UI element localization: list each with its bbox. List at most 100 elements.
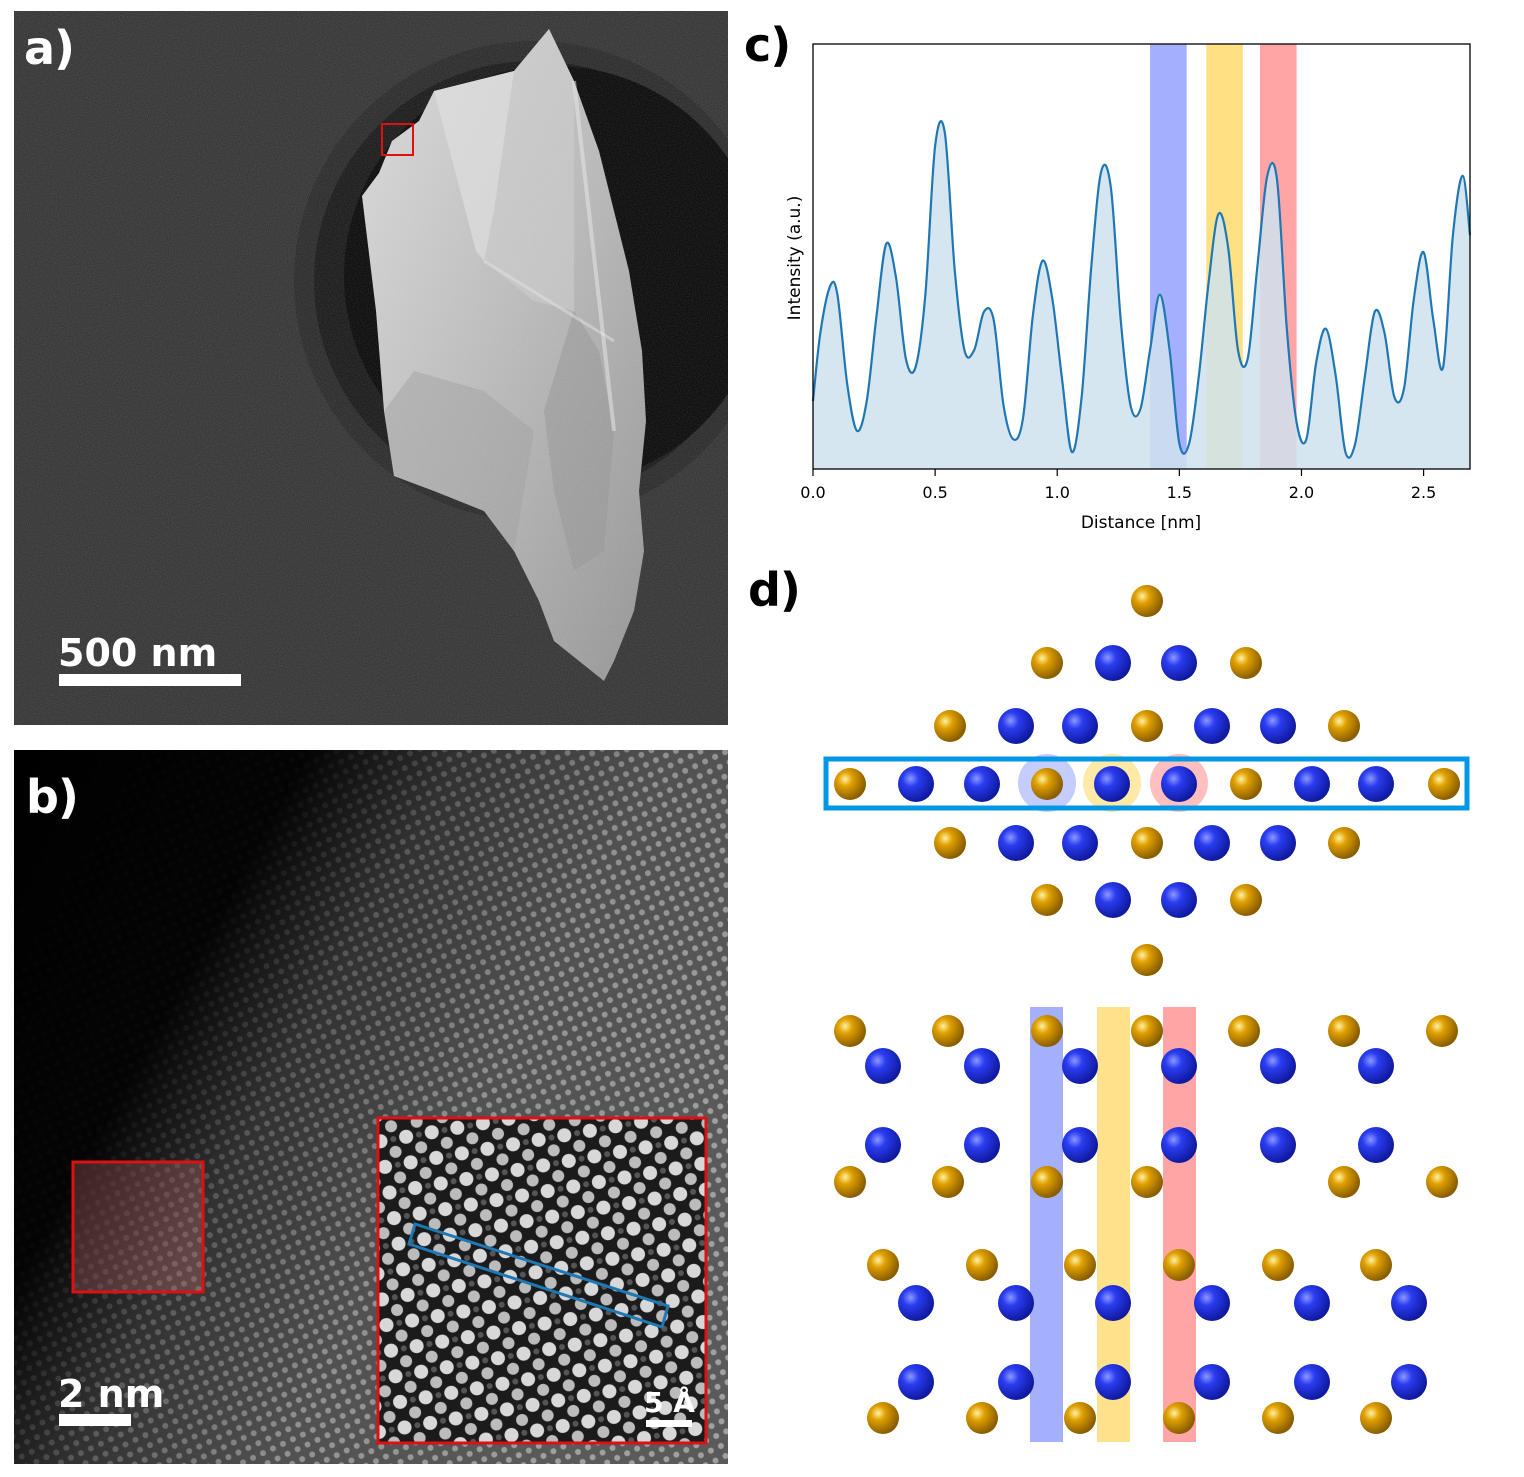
x-axis-label: Distance [nm]: [1081, 513, 1201, 533]
atom-gold: [1131, 585, 1163, 617]
atom-gold: [966, 1402, 998, 1434]
sem-overview-image: [14, 11, 774, 725]
atom-blue: [1194, 1364, 1230, 1400]
atom-blue: [1062, 825, 1098, 861]
atom-blue: [1095, 882, 1131, 918]
atom-blue: [1260, 1048, 1296, 1084]
atom-gold: [1230, 884, 1262, 916]
atom-blue: [1161, 1048, 1197, 1084]
atom-blue: [865, 1048, 901, 1084]
atom-blue: [998, 1364, 1034, 1400]
atom-gold: [1163, 1402, 1195, 1434]
x-tick-label: 2.0: [1289, 483, 1314, 502]
atom-blue: [898, 766, 934, 802]
scalebar-2nm: [59, 1414, 131, 1426]
atom-blue: [1260, 708, 1296, 744]
atom-gold: [834, 1015, 866, 1047]
atom-gold: [1163, 1249, 1195, 1281]
profile-area: [813, 121, 1470, 470]
atom-gold: [1031, 1015, 1063, 1047]
atom-blue: [1094, 766, 1130, 802]
atom-gold: [1131, 1015, 1163, 1047]
atom-gold: [1328, 1166, 1360, 1198]
scalebar-500nm: [59, 674, 241, 686]
atom-gold: [932, 1015, 964, 1047]
atom-blue: [964, 766, 1000, 802]
atom-gold: [1328, 827, 1360, 859]
atom-gold: [1328, 710, 1360, 742]
atom-blue: [1095, 1364, 1131, 1400]
atom-gold: [934, 827, 966, 859]
atom-blue: [1161, 882, 1197, 918]
inset-scalebar-label: 5 Å: [644, 1386, 695, 1419]
scalebar-label-2nm: 2 nm: [58, 1372, 165, 1416]
intensity-profile-chart: 0.0 0.5 1.0 1.5 2.0 2.5 Distance [nm] Intensi…: [785, 43, 1472, 533]
inset-scalebar: [646, 1420, 692, 1427]
roi-box: [381, 123, 414, 156]
highlight-row-frame: [823, 756, 1470, 811]
atom-blue: [898, 1364, 934, 1400]
atom-gold: [1031, 884, 1063, 916]
atom-gold: [1262, 1249, 1294, 1281]
atom-gold: [1064, 1249, 1096, 1281]
atom-gold: [834, 768, 866, 800]
atom-gold: [1031, 1166, 1063, 1198]
x-tick-label: 0.5: [922, 483, 947, 502]
atom-blue: [998, 708, 1034, 744]
panel-label-a: a): [24, 21, 75, 75]
atom-gold: [867, 1402, 899, 1434]
plot-frame: [812, 43, 1471, 470]
atom-gold: [1262, 1402, 1294, 1434]
atom-blue: [1095, 645, 1131, 681]
atom-blue: [1194, 825, 1230, 861]
atom-gold: [934, 710, 966, 742]
atom-blue: [998, 1285, 1034, 1321]
atom-blue: [1095, 1285, 1131, 1321]
atom-blue: [1260, 825, 1296, 861]
atom-gold: [966, 1249, 998, 1281]
atom-gold: [1360, 1249, 1392, 1281]
atom-blue: [1358, 1048, 1394, 1084]
y-axis-label: Intensity (a.u.): [785, 196, 805, 321]
atom-blue: [1161, 645, 1197, 681]
atomic-model: [823, 585, 1470, 1442]
panel-b: b) 2 nm 5 Å: [14, 750, 728, 1464]
atom-blue: [998, 825, 1034, 861]
atom-blue: [1358, 1127, 1394, 1163]
atom-blue: [1161, 766, 1197, 802]
atom-gold: [1328, 1015, 1360, 1047]
hrtem-image: [14, 750, 728, 1464]
roi-box-b: [71, 1160, 205, 1294]
atom-gold: [1131, 1166, 1163, 1198]
panel-label-b: b): [26, 770, 79, 824]
atom-gold: [1360, 1402, 1392, 1434]
atom-blue: [1294, 1285, 1330, 1321]
atom-gold: [1131, 710, 1163, 742]
atom-gold: [1230, 768, 1262, 800]
panel-label-d: d): [748, 563, 801, 617]
panel-label-c: c): [744, 18, 791, 72]
atom-gold: [932, 1166, 964, 1198]
atom-gold: [867, 1249, 899, 1281]
atom-blue: [1161, 1127, 1197, 1163]
atom-blue: [1062, 708, 1098, 744]
atom-gold: [1064, 1402, 1096, 1434]
band-blue-model: [1030, 1007, 1063, 1442]
atom-gold: [1131, 827, 1163, 859]
inset-zoom: [376, 1116, 708, 1445]
atom-gold: [834, 1166, 866, 1198]
atom-gold: [1228, 1015, 1260, 1047]
atom-blue: [1391, 1364, 1427, 1400]
atom-blue: [1260, 1127, 1296, 1163]
atom-blue: [1294, 1364, 1330, 1400]
atom-blue: [1062, 1048, 1098, 1084]
x-tick-label: 2.5: [1411, 483, 1436, 502]
atom-gold: [1131, 944, 1163, 976]
scalebar-label-500nm: 500 nm: [58, 631, 218, 675]
panel-a: a) 500 nm: [14, 11, 774, 725]
atom-blue: [898, 1285, 934, 1321]
atom-blue: [1194, 1285, 1230, 1321]
atom-gold: [1426, 1015, 1458, 1047]
x-tick-label: 1.0: [1045, 483, 1070, 502]
line-profile-box: [407, 1222, 670, 1329]
